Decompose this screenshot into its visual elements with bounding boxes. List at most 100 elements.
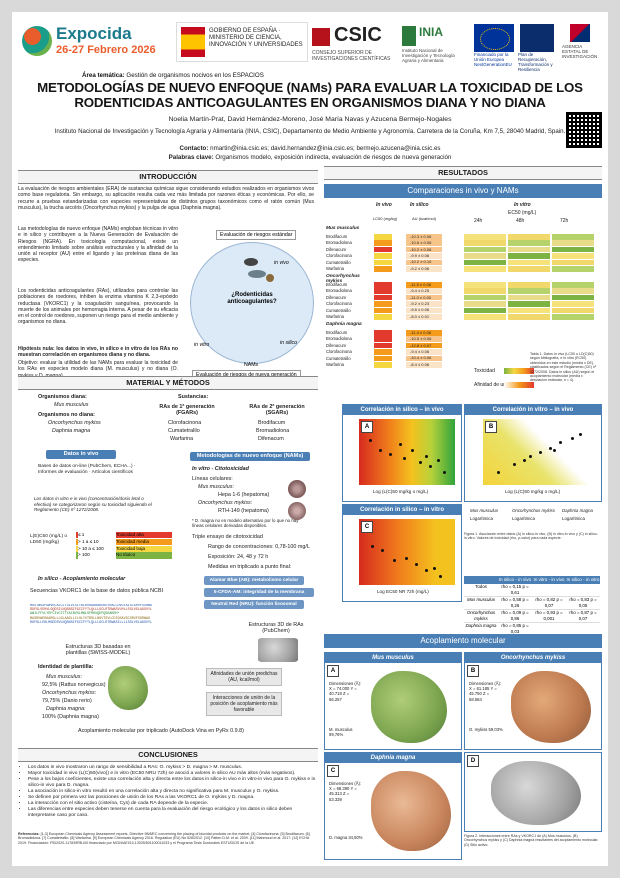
au-value: -9.9 ± 0.06 bbox=[410, 252, 430, 258]
mol-info-c: Dimensiones (Å): X = 68.390 Y = 45.313 Z… bbox=[329, 781, 362, 802]
mol-panel-d: D bbox=[464, 752, 602, 832]
tox-row-low: > 10 a ≤ 100 Toxicidad baja bbox=[76, 545, 172, 552]
heatmap-cell-invitro bbox=[464, 355, 506, 362]
table-row: Todos rho = 0,15 p = 0,61 bbox=[464, 584, 600, 597]
keywords-value: Organismos modelo, exposición indirecta,… bbox=[215, 154, 452, 161]
invivo-box: Datos in vivo bbox=[46, 450, 116, 459]
cell-image-icon bbox=[288, 502, 306, 520]
heatmap-cell-invitro bbox=[508, 314, 550, 320]
ident-label: Identidad de plantilla: bbox=[38, 664, 94, 670]
scatter-point bbox=[529, 455, 532, 458]
contact-value[interactable]: nmartin@inia.csic.es; david.hernandez@in… bbox=[210, 145, 441, 152]
compound-name: Cumatetralilo bbox=[326, 259, 351, 265]
nam-box: Metodologías de nuevo enfoque (NAMs) bbox=[190, 452, 310, 461]
interactions-box: Interacciones de unión de la posición de… bbox=[206, 692, 282, 716]
intro-text: La evaluación de riesgos ambientales (ER… bbox=[18, 186, 314, 211]
tox-label: Toxicidad baja bbox=[116, 545, 146, 551]
table-cell bbox=[566, 584, 600, 596]
au-value: -10.4 ± 0.06 bbox=[410, 355, 432, 361]
aei-logo: AGENCIA ESTATAL DE INVESTIGACIÓN bbox=[562, 24, 598, 59]
heatmap-cell-invitro bbox=[464, 282, 506, 288]
heatmap-cell-invivo bbox=[374, 288, 392, 294]
heatmap-cell-insilico bbox=[406, 342, 442, 349]
scatter-point bbox=[579, 433, 582, 436]
ras1-item: Cumatetralilo bbox=[168, 428, 200, 434]
authors: Noelia Martín-Prat, David Hernández-More… bbox=[168, 116, 452, 123]
scatter-point bbox=[393, 559, 396, 562]
vkorc1-dm-structure-icon bbox=[371, 771, 451, 851]
keywords-line: Palabras clave: Organismos modelo, expos… bbox=[32, 154, 588, 161]
compound-name: Bromadiolona bbox=[326, 288, 352, 294]
heatmap-cell-invivo bbox=[374, 349, 392, 355]
measured-label: Medidas en triplicado a punto final: bbox=[208, 564, 292, 570]
scatter-point bbox=[553, 449, 556, 452]
compound-name: Brodifacum bbox=[326, 234, 348, 239]
in-silico-header: In silico bbox=[410, 202, 429, 208]
panel-label: D bbox=[467, 755, 479, 767]
heatmap-cell-insilico bbox=[406, 266, 442, 272]
legend-item: Logarítmica bbox=[562, 516, 585, 521]
heatmap-cell-invivo bbox=[374, 234, 392, 240]
compound-name: Cumatetralilo bbox=[326, 355, 351, 361]
au-value: -10.5 ± 0.06 bbox=[410, 336, 432, 342]
heatmap-cell-invitro bbox=[464, 349, 506, 355]
cell-mm-line: Hepa 1-6 (hepatoma) bbox=[218, 492, 270, 498]
mol-panel-c-title: Daphnia magna bbox=[325, 753, 461, 763]
seq-label: Secuencias VKORC1 de la base de datos pú… bbox=[30, 588, 164, 594]
heatmap-cell-invivo bbox=[374, 266, 392, 272]
conclusions-section: CONCLUSIONES Los datos in vivo mostraron… bbox=[18, 748, 318, 819]
swiss-label: Estructuras 3D basadas en plantillas (SW… bbox=[65, 644, 131, 657]
heatmap-cell-invivo bbox=[374, 240, 392, 246]
mol-panel-c: Daphnia magna C Dimensiones (Å): X = 68.… bbox=[324, 752, 462, 860]
heatmap-cell-insilico bbox=[406, 349, 442, 355]
scatter-point bbox=[369, 439, 372, 442]
qr-code-icon[interactable] bbox=[566, 112, 602, 148]
intro-objective: Objetivo: evaluar la utilidad de las NAM… bbox=[18, 360, 178, 379]
vkorc1-sequences: MGSTWGSPGWVRLALCLTGLVLSLYALHVKAARARDRDYR… bbox=[30, 604, 166, 638]
ident-dm-v: 100% (Daphnia magna) bbox=[42, 714, 99, 720]
cfda-box: 5-CFDA-AM: integridad de la membrana pla… bbox=[204, 588, 314, 604]
dmagna-note: * D. magna no en modelo alternativo por … bbox=[192, 518, 299, 529]
heatmap-cell-invitro bbox=[464, 314, 506, 320]
table2-col: In silico - in vivo bbox=[498, 577, 532, 582]
heatmap-cell-invitro bbox=[552, 253, 594, 259]
toxicity-scale-bar bbox=[504, 368, 534, 374]
heatmap-cell-invitro bbox=[552, 330, 594, 336]
scatter-point bbox=[497, 471, 500, 474]
heatmap-cell-insilico bbox=[406, 234, 442, 240]
ident-pct-c: D. magna 34,50% bbox=[329, 835, 363, 840]
cell-om-label: Oncorhynchus mykiss: bbox=[198, 500, 253, 506]
mol-info-a: Dimensiones (Å): X = 74.000 Y = 40.718 Z… bbox=[329, 681, 362, 702]
heatmap-cell-insilico bbox=[406, 288, 442, 294]
species-label: Oncorhynchus mykiss bbox=[326, 274, 360, 284]
heatmap-cell-invitro bbox=[464, 294, 506, 301]
table-cell: rho = 0,58 p = 0,26 bbox=[501, 597, 529, 608]
table2-col: In vitro - in vivo bbox=[533, 577, 565, 582]
heatmap-cell-invitro bbox=[552, 355, 594, 362]
au-value: -10.3 ± 0.06 bbox=[410, 233, 432, 239]
heatmap-cell-invitro bbox=[552, 307, 594, 314]
heatmap-cell-invitro bbox=[508, 336, 550, 342]
csic-mark-icon bbox=[312, 28, 330, 46]
tox-range: > 1 a ≤ 10 bbox=[78, 538, 116, 546]
tox-range: > 100 bbox=[78, 552, 116, 559]
area-label: Área temática: bbox=[82, 72, 125, 79]
heatmap-cell-invivo bbox=[374, 355, 392, 362]
mm-section: MATERIAL Y MÉTODOS Organismos diana: Mus… bbox=[18, 376, 318, 734]
heatmap-cell-insilico bbox=[406, 362, 442, 368]
au-value: -10.6 ± 0.06 bbox=[410, 240, 432, 246]
corr-plot-a-xlabel: Log (L(C)50 mg/kg o mg/L) bbox=[373, 489, 429, 494]
seq-line: AWILFFVLYDFCIVCITTYAINVSLMWLSFRKVQEPQGKA… bbox=[30, 612, 120, 617]
scatter-point bbox=[371, 545, 374, 548]
heatmap-cell-insilico bbox=[406, 301, 442, 307]
heatmap-cell-invitro bbox=[464, 342, 506, 349]
conclusion-item: La interacción con el sitio activo (cist… bbox=[28, 801, 318, 807]
scatter-point bbox=[437, 459, 440, 462]
spain-flag-icon bbox=[181, 27, 205, 57]
heatmap-cell-invitro bbox=[508, 234, 550, 240]
au-header: AU (kcal/mol) bbox=[411, 216, 436, 221]
au-value: -10.2 ± 0.06 bbox=[410, 246, 432, 252]
gobierno-text: GOBIERNO DE ESPAÑA · MINISTERIO DE CIENC… bbox=[209, 28, 303, 48]
heatmap-cell-invitro bbox=[552, 314, 594, 320]
ras1-label: RAs de 1ª generación (FGARs) bbox=[159, 404, 215, 417]
